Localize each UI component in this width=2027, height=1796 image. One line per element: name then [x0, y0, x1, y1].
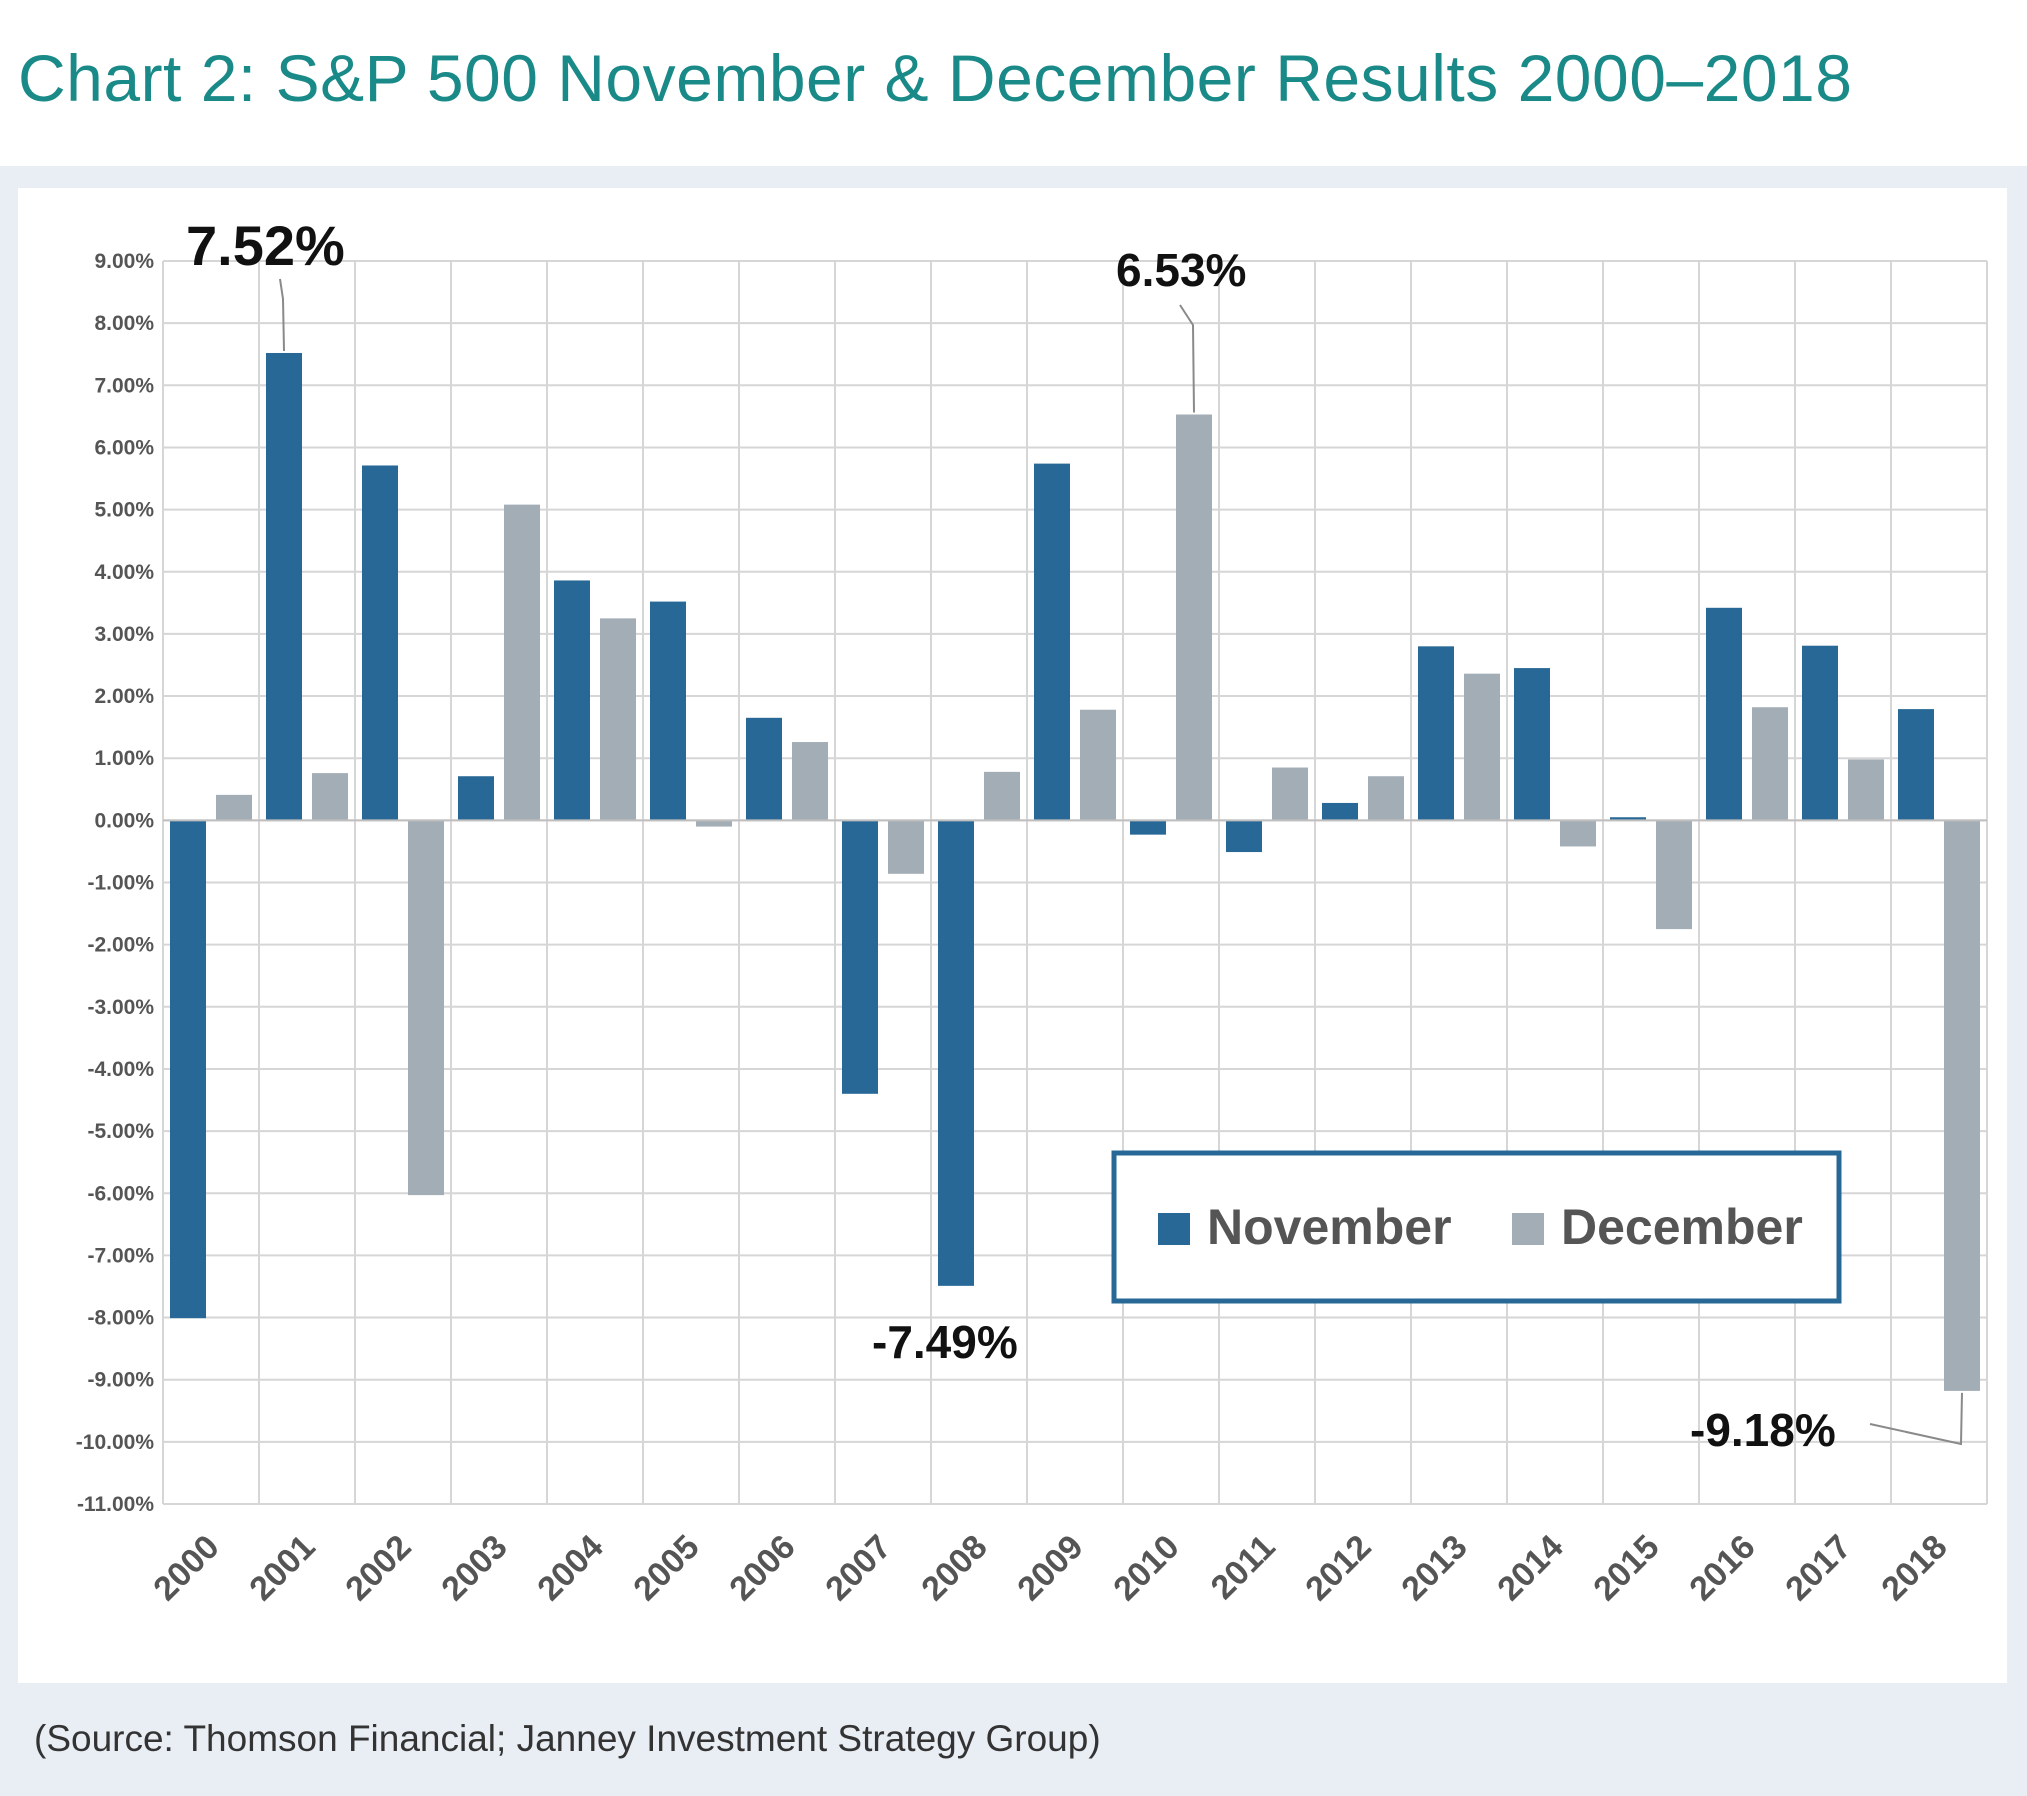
- y-tick-label: 7.00%: [94, 374, 154, 397]
- annotation-label: 7.52%: [186, 214, 345, 277]
- y-tick-label: -7.00%: [87, 1244, 154, 1267]
- bar-december-2012: [1368, 776, 1404, 821]
- annotation-label: -9.18%: [1690, 1404, 1836, 1456]
- bar-december-2003: [504, 504, 540, 821]
- y-tick-label: -2.00%: [87, 934, 154, 957]
- y-tick-label: 1.00%: [94, 747, 154, 770]
- bar-december-2013: [1464, 673, 1500, 821]
- x-tick-label: 2000: [146, 1528, 226, 1608]
- x-tick-label: 2010: [1106, 1528, 1186, 1608]
- annotation-leader-line: [1869, 1392, 1963, 1446]
- annotation-label: 6.53%: [1116, 244, 1246, 296]
- bar-november-2015: [1610, 817, 1646, 821]
- y-tick-label: -8.00%: [87, 1307, 154, 1330]
- bar-november-2010: [1130, 820, 1166, 835]
- y-tick-label: 5.00%: [94, 499, 154, 522]
- legend: November December: [1111, 1150, 1842, 1304]
- y-tick-label: -3.00%: [87, 996, 154, 1019]
- x-tick-label: 2008: [914, 1528, 994, 1608]
- bar-november-2007: [842, 820, 878, 1094]
- bar-november-2013: [1418, 646, 1454, 821]
- bar-november-2009: [1034, 463, 1070, 821]
- x-tick-label: 2011: [1204, 1528, 1283, 1607]
- bars: [170, 352, 1980, 1391]
- x-tick-label: 2002: [338, 1528, 418, 1608]
- y-tick-label: -11.00%: [77, 1493, 154, 1516]
- bar-december-2004: [600, 618, 636, 821]
- x-tick-label: 2014: [1490, 1528, 1570, 1608]
- x-tick-label: 2004: [530, 1528, 610, 1608]
- x-tick-label: 2017: [1778, 1528, 1858, 1608]
- x-tick-label: 2012: [1298, 1528, 1378, 1608]
- y-tick-label: 6.00%: [94, 436, 154, 459]
- y-tick-label: 2.00%: [94, 685, 154, 708]
- bar-november-2004: [554, 580, 590, 821]
- y-tick-label: -5.00%: [87, 1120, 154, 1143]
- bar-december-2007: [888, 820, 924, 874]
- x-tick-label: 2005: [626, 1528, 706, 1608]
- y-tick-label: -9.00%: [87, 1369, 154, 1392]
- annotations: 7.52% 6.53% -7.49% -9.18%: [186, 214, 1963, 1456]
- y-tick-label: -1.00%: [87, 872, 154, 895]
- bar-december-2005: [696, 820, 732, 827]
- chart-title: Chart 2: S&P 500 November & December Res…: [18, 41, 1853, 115]
- x-tick-label: 2009: [1010, 1528, 1090, 1608]
- bar-december-2008: [984, 771, 1020, 821]
- y-tick-label: 3.00%: [94, 623, 154, 646]
- bar-december-2002: [408, 820, 444, 1196]
- bar-november-2000: [170, 820, 206, 1319]
- bar-november-2003: [458, 776, 494, 821]
- bar-november-2016: [1706, 607, 1742, 821]
- bar-november-2006: [746, 717, 782, 821]
- bar-november-2014: [1514, 668, 1550, 821]
- bar-december-2017: [1848, 759, 1884, 821]
- x-tick-label: 2015: [1586, 1528, 1666, 1608]
- bar-december-2016: [1752, 707, 1788, 821]
- bar-november-2018: [1898, 709, 1934, 821]
- y-tick-label: -4.00%: [87, 1058, 154, 1081]
- bar-december-2010: [1176, 414, 1212, 821]
- bar-december-2009: [1080, 709, 1116, 821]
- plot-area: [18, 188, 2007, 1683]
- x-tick-label: 2016: [1682, 1528, 1762, 1608]
- x-tick-label: 2006: [722, 1528, 802, 1608]
- annotation-leader-line: [1179, 304, 1195, 413]
- y-tick-label: 0.00%: [94, 809, 154, 832]
- y-tick-label: 8.00%: [94, 312, 154, 335]
- y-tick-label: 4.00%: [94, 561, 154, 584]
- x-tick-label: 2013: [1394, 1528, 1474, 1608]
- bar-december-2015: [1656, 820, 1692, 930]
- x-tick-label: 2007: [818, 1528, 898, 1608]
- bar-december-2000: [216, 794, 252, 821]
- y-tick-label: -6.00%: [87, 1182, 154, 1205]
- x-tick-label: 2018: [1874, 1528, 1954, 1608]
- bar-december-2006: [792, 742, 828, 821]
- legend-box: [1111, 1150, 1842, 1304]
- legend-swatch-december: [1512, 1213, 1544, 1245]
- bar-november-2008: [938, 820, 974, 1286]
- bar-december-2011: [1272, 767, 1308, 821]
- y-tick-label: -10.00%: [76, 1431, 155, 1454]
- annotation-leader-line: [279, 278, 285, 352]
- bar-november-2001: [266, 352, 302, 821]
- x-tick-label: 2001: [242, 1528, 322, 1608]
- bar-november-2011: [1226, 820, 1262, 853]
- bar-december-2001: [312, 773, 348, 821]
- annotation-label: -7.49%: [872, 1316, 1018, 1368]
- y-tick-label: 9.00%: [94, 250, 154, 273]
- bar-november-2005: [650, 601, 686, 821]
- bar-november-2017: [1802, 645, 1838, 821]
- bar-november-2002: [362, 465, 398, 821]
- legend-label-december: December: [1561, 1199, 1803, 1255]
- source-note: (Source: Thomson Financial; Janney Inves…: [34, 1718, 1101, 1759]
- legend-label-november: November: [1207, 1199, 1452, 1255]
- bar-november-2012: [1322, 802, 1358, 821]
- bar-december-2014: [1560, 820, 1596, 847]
- x-tick-label: 2003: [434, 1528, 514, 1608]
- bar-december-2018: [1944, 820, 1980, 1391]
- legend-swatch-november: [1158, 1213, 1190, 1245]
